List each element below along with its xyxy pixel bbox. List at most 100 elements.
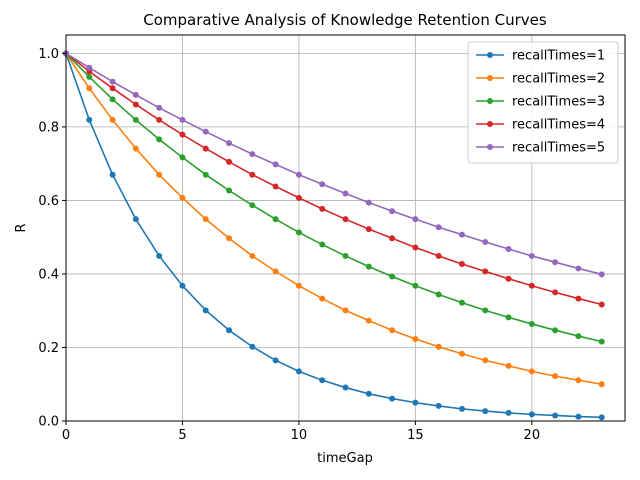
series-line	[65, 53, 602, 419]
data-point	[249, 151, 256, 158]
legend-label: recallTimes=3	[512, 95, 605, 110]
data-point	[412, 282, 419, 289]
data-point	[109, 78, 116, 85]
legend-marker	[487, 75, 493, 81]
data-point	[109, 116, 116, 123]
plot-frame	[65, 34, 626, 422]
data-point	[575, 295, 582, 302]
data-point	[132, 216, 139, 223]
data-point	[389, 273, 396, 280]
data-point	[458, 231, 465, 238]
data-point	[295, 282, 302, 289]
data-point	[458, 405, 465, 412]
series-line	[65, 52, 602, 306]
data-point	[505, 275, 512, 282]
data-point	[202, 216, 209, 223]
data-point	[156, 171, 163, 178]
data-point	[179, 282, 186, 289]
data-point	[109, 96, 116, 103]
data-point	[365, 317, 372, 324]
data-point	[86, 73, 93, 80]
data-point	[412, 244, 419, 251]
data-point	[319, 241, 326, 248]
data-point	[249, 171, 256, 178]
series-layer	[63, 50, 605, 421]
data-point	[272, 161, 279, 168]
data-point	[156, 104, 163, 111]
data-point	[528, 411, 535, 418]
data-point	[435, 252, 442, 259]
data-point	[202, 171, 209, 178]
data-point	[435, 224, 442, 231]
tick-layer: 0 5 10 15 20 0.0 0.2 0.4 0.6 0.8 1.0	[38, 47, 540, 443]
legend: recallTimes=1 recallTimes=2 recallTimes=3 r…	[467, 41, 619, 164]
data-point	[598, 301, 605, 308]
data-point	[575, 413, 582, 420]
data-point	[552, 327, 559, 334]
data-point	[365, 263, 372, 270]
y-tick-label: 0.2	[38, 341, 59, 356]
data-point	[458, 299, 465, 306]
data-point	[482, 268, 489, 275]
data-point	[389, 327, 396, 334]
data-point	[295, 368, 302, 375]
data-point	[598, 414, 605, 421]
data-point	[249, 252, 256, 259]
data-point	[179, 116, 186, 123]
series-line	[65, 52, 602, 386]
y-tick-label: 0.8	[38, 120, 59, 135]
data-point	[319, 295, 326, 302]
data-point	[435, 343, 442, 350]
data-point	[272, 357, 279, 364]
data-point	[249, 202, 256, 209]
x-tick-label: 15	[407, 428, 424, 443]
data-point	[435, 291, 442, 298]
data-point	[412, 336, 419, 343]
data-point	[552, 259, 559, 266]
data-point	[482, 307, 489, 314]
legend-box	[467, 41, 619, 164]
legend-label: recallTimes=2	[512, 72, 605, 87]
data-point	[132, 145, 139, 152]
data-point	[552, 412, 559, 419]
series-line	[65, 52, 602, 343]
data-point	[132, 101, 139, 108]
data-point	[342, 190, 349, 197]
data-point	[295, 171, 302, 178]
data-point	[86, 116, 93, 123]
data-point	[552, 373, 559, 380]
data-point	[202, 145, 209, 152]
data-point	[342, 307, 349, 314]
legend-marker	[487, 121, 493, 127]
y-tick-label: 0.0	[38, 415, 59, 430]
chart-title: Comparative Analysis of Knowledge Retent…	[143, 11, 547, 29]
data-point	[226, 187, 233, 194]
y-axis-label: R	[14, 223, 29, 232]
data-point	[458, 261, 465, 268]
data-point	[226, 140, 233, 147]
data-point	[342, 384, 349, 391]
data-point	[412, 399, 419, 406]
data-point	[226, 235, 233, 242]
data-point	[505, 409, 512, 416]
data-point	[319, 205, 326, 212]
data-point	[156, 116, 163, 123]
data-point	[319, 377, 326, 384]
legend-marker	[487, 98, 493, 104]
data-point	[249, 343, 256, 350]
y-tick-label: 0.6	[38, 194, 59, 209]
data-point	[482, 238, 489, 245]
data-point	[598, 338, 605, 345]
data-point	[598, 381, 605, 388]
x-axis-label: timeGap	[317, 451, 373, 466]
data-point	[365, 390, 372, 397]
data-point	[226, 158, 233, 165]
data-point	[575, 265, 582, 272]
data-point	[272, 216, 279, 223]
x-tick-label: 5	[178, 428, 186, 443]
data-point	[482, 408, 489, 415]
data-point	[412, 216, 419, 223]
y-tick-label: 1.0	[38, 47, 59, 62]
data-point	[272, 183, 279, 190]
